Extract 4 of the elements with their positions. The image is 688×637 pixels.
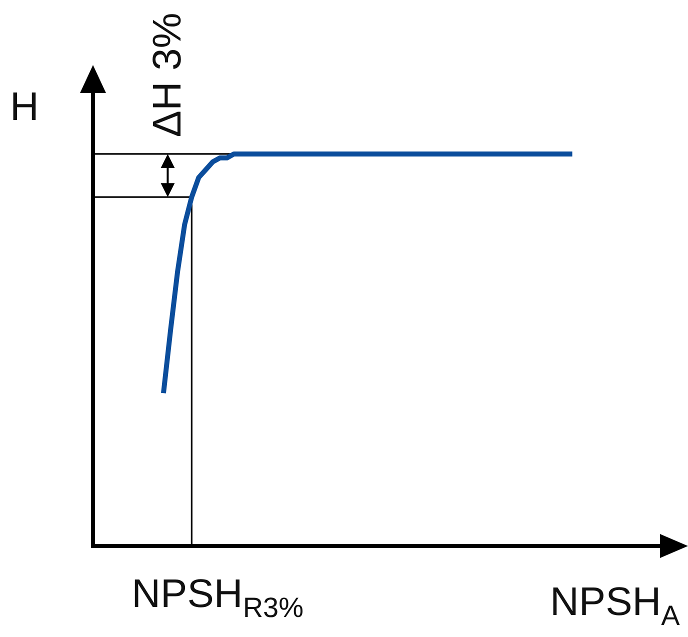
text: ΔH 3%	[145, 12, 190, 138]
x-axis-title: NPSH$_{A}$	[550, 580, 680, 631]
y-axis-title: H	[10, 85, 39, 129]
text: NPSH$_{R3%}$	[132, 572, 304, 623]
